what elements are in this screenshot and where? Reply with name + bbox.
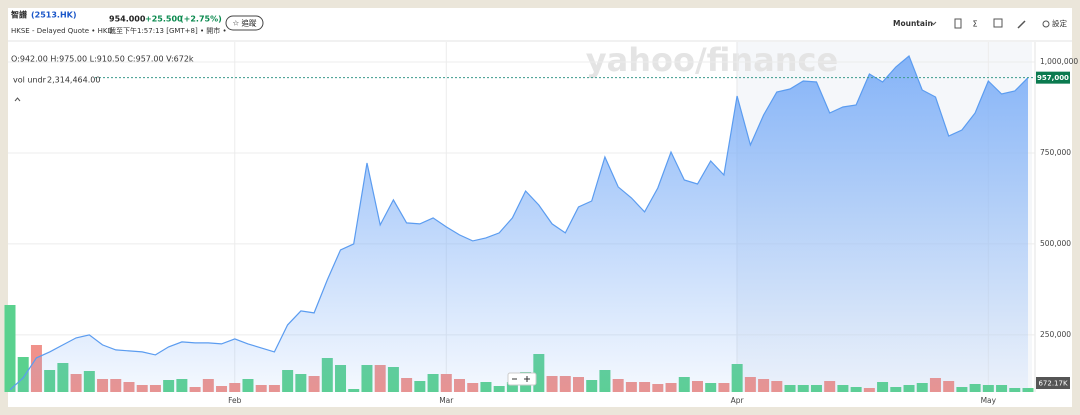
x-tick-label: Feb bbox=[228, 396, 242, 405]
calendar-icon[interactable] bbox=[993, 18, 1003, 28]
watermark: yahoo/finance bbox=[586, 41, 838, 79]
zoom-control[interactable] bbox=[507, 372, 537, 386]
plot: 250,000 500,000 750,000 1,000,000 Feb Mar Apr M… bbox=[4, 42, 1078, 405]
stock-symbol[interactable]: (2513.HK) bbox=[31, 11, 77, 20]
price-tag-label: 957,000 bbox=[1037, 74, 1069, 82]
line bbox=[9, 55, 1029, 391]
y-tick-label: 250,000 bbox=[1040, 330, 1071, 339]
exchange-info: HKSE - Delayed Quote • HKD bbox=[11, 27, 113, 35]
legend-value: 2,314,464.00 bbox=[47, 76, 100, 85]
chart-type[interactable]: Mountain bbox=[893, 19, 933, 28]
price-change-pct: (+2.75%) bbox=[180, 15, 222, 24]
compare-icon[interactable] bbox=[954, 18, 962, 29]
price: 954.000 bbox=[109, 15, 146, 24]
x-tick-label: Apr bbox=[731, 396, 745, 405]
dropdown-icon[interactable] bbox=[930, 21, 937, 26]
y-tick-label: 750,000 bbox=[1040, 148, 1071, 157]
volume-bar bbox=[4, 305, 16, 392]
quote-time: 截至下午1:57:13 [GMT+8] • 開市 • bbox=[109, 26, 227, 35]
price-change: +25.500 bbox=[145, 15, 183, 24]
settings-icon[interactable] bbox=[1042, 20, 1050, 28]
ohlc: O:942.00 H:975.00 L:910.50 C:957.00 V:67… bbox=[11, 55, 194, 64]
indicators-icon[interactable]: Σ bbox=[972, 20, 977, 29]
y-tick-label: 500,000 bbox=[1040, 239, 1071, 248]
stock-name: 智譜 bbox=[11, 10, 27, 20]
volume-tag-bg bbox=[1036, 377, 1070, 389]
y-tick-label: 1,000,000 bbox=[1040, 57, 1078, 66]
area-fill bbox=[10, 56, 1028, 392]
settings-label[interactable]: 設定 bbox=[1052, 18, 1068, 28]
volume-bar bbox=[17, 357, 29, 392]
collapse-icon[interactable] bbox=[14, 97, 21, 102]
volume-label: 672.17K bbox=[1038, 380, 1067, 388]
follow-button[interactable] bbox=[225, 15, 264, 31]
x-tick-label: Mar bbox=[439, 396, 454, 405]
draw-icon[interactable] bbox=[1017, 20, 1026, 29]
follow-label[interactable]: ☆ 追蹤 bbox=[232, 18, 257, 28]
x-tick-label: May bbox=[981, 396, 997, 405]
zoom-icons[interactable] bbox=[512, 376, 530, 382]
price-tag bbox=[1036, 71, 1070, 84]
legend-name: vol undr bbox=[13, 76, 47, 85]
